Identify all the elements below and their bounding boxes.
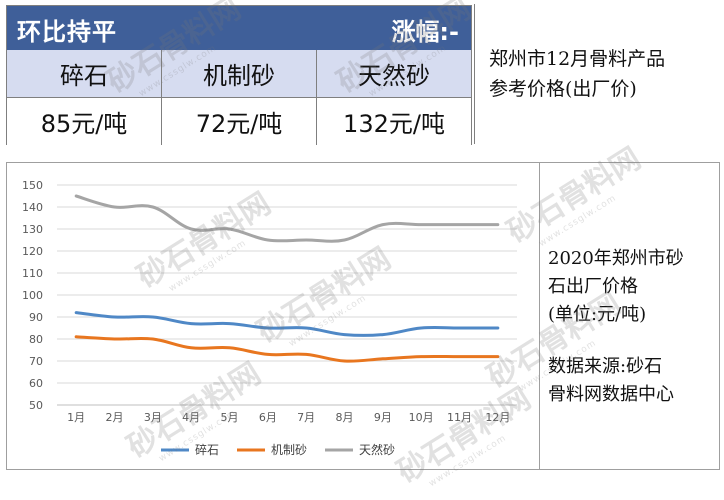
product-name-machine-sand: 机制砂 <box>162 50 317 97</box>
price-panel: 环比持平 涨幅:- 碎石 机制砂 天然砂 85元/吨 72元/吨 132元/吨 <box>6 5 472 145</box>
price-panel-caption-line-1: 郑州市12月骨料产品 <box>489 48 666 70</box>
x-tick-label: 6月 <box>259 411 277 424</box>
x-tick-label: 3月 <box>144 411 162 424</box>
x-tick-label: 12月 <box>485 411 510 424</box>
chart-caption-line-2: 石出厂价格 <box>548 276 638 297</box>
product-price-row: 85元/吨 72元/吨 132元/吨 <box>7 98 471 145</box>
price-machine-sand: 72元/吨 <box>162 98 317 145</box>
trend-label: 环比持平 <box>17 18 117 46</box>
data-source-line-2: 骨料网数据中心 <box>548 384 674 405</box>
series-line-1 <box>74 335 500 363</box>
product-name-natural-sand: 天然砂 <box>358 62 430 90</box>
line-chart-svg: 50 60 70 80 90 100 110 120 130 140 150 1月 2月 3月 4月 5月 6月… <box>22 179 517 457</box>
chart-caption: 2020年郑州市砂 石出厂价格 (单位:元/吨) 数据来源:砂石 骨料网数据中心 <box>540 162 720 470</box>
x-tick-label: 2月 <box>106 411 124 424</box>
chart-unit: (单位:元/吨) <box>548 304 647 325</box>
series-line-2 <box>74 194 500 243</box>
legend-label: 机制砂 <box>271 443 307 457</box>
x-tick-label: 9月 <box>374 411 392 424</box>
change-label: 涨幅:- <box>391 18 459 46</box>
legend-label: 天然砂 <box>359 442 395 457</box>
price-crushed-stone: 85元/吨 <box>7 98 162 145</box>
x-tick-label: 8月 <box>336 411 354 424</box>
y-tick-label: 70 <box>29 355 43 368</box>
y-tick-label: 100 <box>22 289 43 302</box>
legend-label: 碎石 <box>195 442 219 457</box>
y-tick-label: 60 <box>29 377 43 390</box>
y-tick-label: 130 <box>22 223 43 236</box>
x-tick-label: 7月 <box>297 411 315 424</box>
price-panel-header: 环比持平 涨幅:- <box>7 6 471 50</box>
x-tick-label: 10月 <box>409 411 434 424</box>
product-name-row: 碎石 机制砂 天然砂 <box>7 50 471 98</box>
y-tick-label: 80 <box>29 333 43 346</box>
x-tick-label: 11月 <box>447 411 472 424</box>
price-natural-sand: 132元/吨 <box>343 110 445 138</box>
x-tick-label: 4月 <box>182 411 200 424</box>
chart-caption-line-1: 2020年郑州市砂 <box>548 248 684 269</box>
y-tick-label: 140 <box>22 201 43 214</box>
data-source-line-1: 数据来源:砂石 <box>548 356 663 377</box>
price-panel-caption-line-2: 参考价格(出厂价) <box>489 78 637 100</box>
price-chart: 50 60 70 80 90 100 110 120 130 140 150 1月 2月 3月 4月 5月 6月… <box>6 162 540 470</box>
price-panel-caption: 郑州市12月骨料产品 参考价格(出厂价) <box>474 4 718 144</box>
x-tick-label: 5月 <box>221 411 239 424</box>
y-tick-label: 110 <box>22 267 43 280</box>
y-tick-label: 150 <box>22 179 43 192</box>
x-tick-label: 1月 <box>67 411 85 424</box>
product-name-crushed-stone: 碎石 <box>7 50 162 97</box>
y-tick-label: 120 <box>22 245 43 258</box>
y-tick-label: 90 <box>29 311 43 324</box>
series-line-0 <box>74 311 500 337</box>
y-tick-label: 50 <box>29 399 43 412</box>
